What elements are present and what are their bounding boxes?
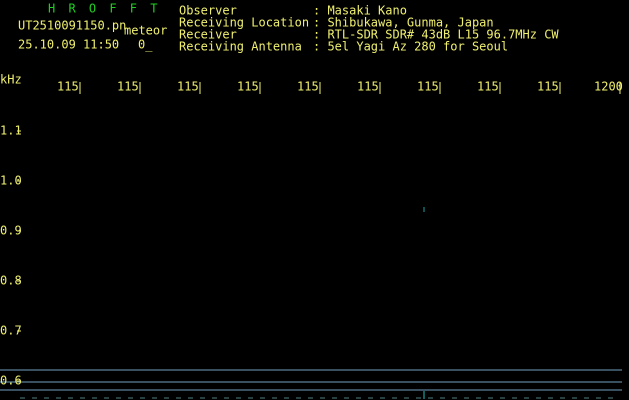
time-label: 1.1	[0, 124, 22, 138]
file-name: UT2510091150.pn	[18, 19, 126, 33]
app-title: H R O F F T	[48, 2, 160, 16]
freq-label: 115	[417, 80, 439, 94]
info-label: Receiving Antenna	[179, 40, 302, 54]
time-label: 0.6	[0, 374, 22, 388]
count: 0_	[138, 38, 153, 52]
info-value: : RTL-SDR SDR# 43dB L15 96.7MHz CW	[313, 28, 559, 42]
freq-label: 115	[117, 80, 139, 94]
freq-label: 115	[357, 80, 379, 94]
freq-label: 115	[297, 80, 319, 94]
freq-unit: kHz	[0, 73, 22, 87]
info-value: : Masaki Kano	[313, 4, 407, 18]
freq-label: 1200	[594, 80, 623, 94]
datetime: 25.10.09 11:50	[18, 38, 119, 52]
freq-label: 115	[477, 80, 499, 94]
time-label: 0.9	[0, 224, 22, 238]
time-label: 1.0	[0, 174, 22, 188]
freq-label: 115	[537, 80, 559, 94]
time-label: 0.7	[0, 324, 22, 338]
mode: meteor	[124, 24, 167, 38]
freq-label: 115	[57, 80, 79, 94]
info-label: Receiver	[179, 28, 237, 42]
freq-label: 115	[177, 80, 199, 94]
info-label: Observer	[179, 4, 237, 18]
info-value: : Shibukawa, Gunma, Japan	[313, 16, 494, 30]
time-label: 0.8	[0, 274, 22, 288]
freq-label: 115	[237, 80, 259, 94]
info-label: Receiving Location	[179, 16, 309, 30]
info-value: : 5el Yagi Az 280 for Seoul	[313, 40, 508, 54]
